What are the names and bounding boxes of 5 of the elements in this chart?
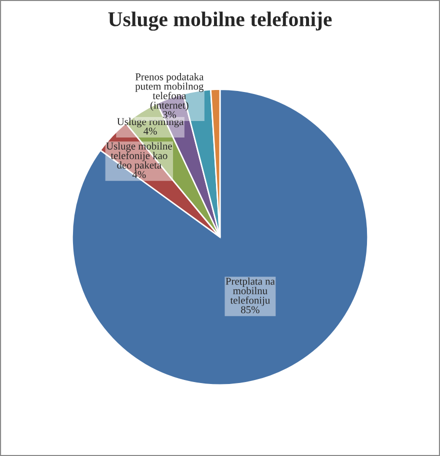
data-label: 4% — [144, 128, 157, 135]
data-label: 3% — [162, 111, 176, 118]
chart-title: Usluge mobilne telefonije — [108, 11, 332, 31]
slice-label: Pretplata na mobilnu telefoniju — [226, 277, 275, 306]
data-label: 85% — [241, 306, 260, 314]
